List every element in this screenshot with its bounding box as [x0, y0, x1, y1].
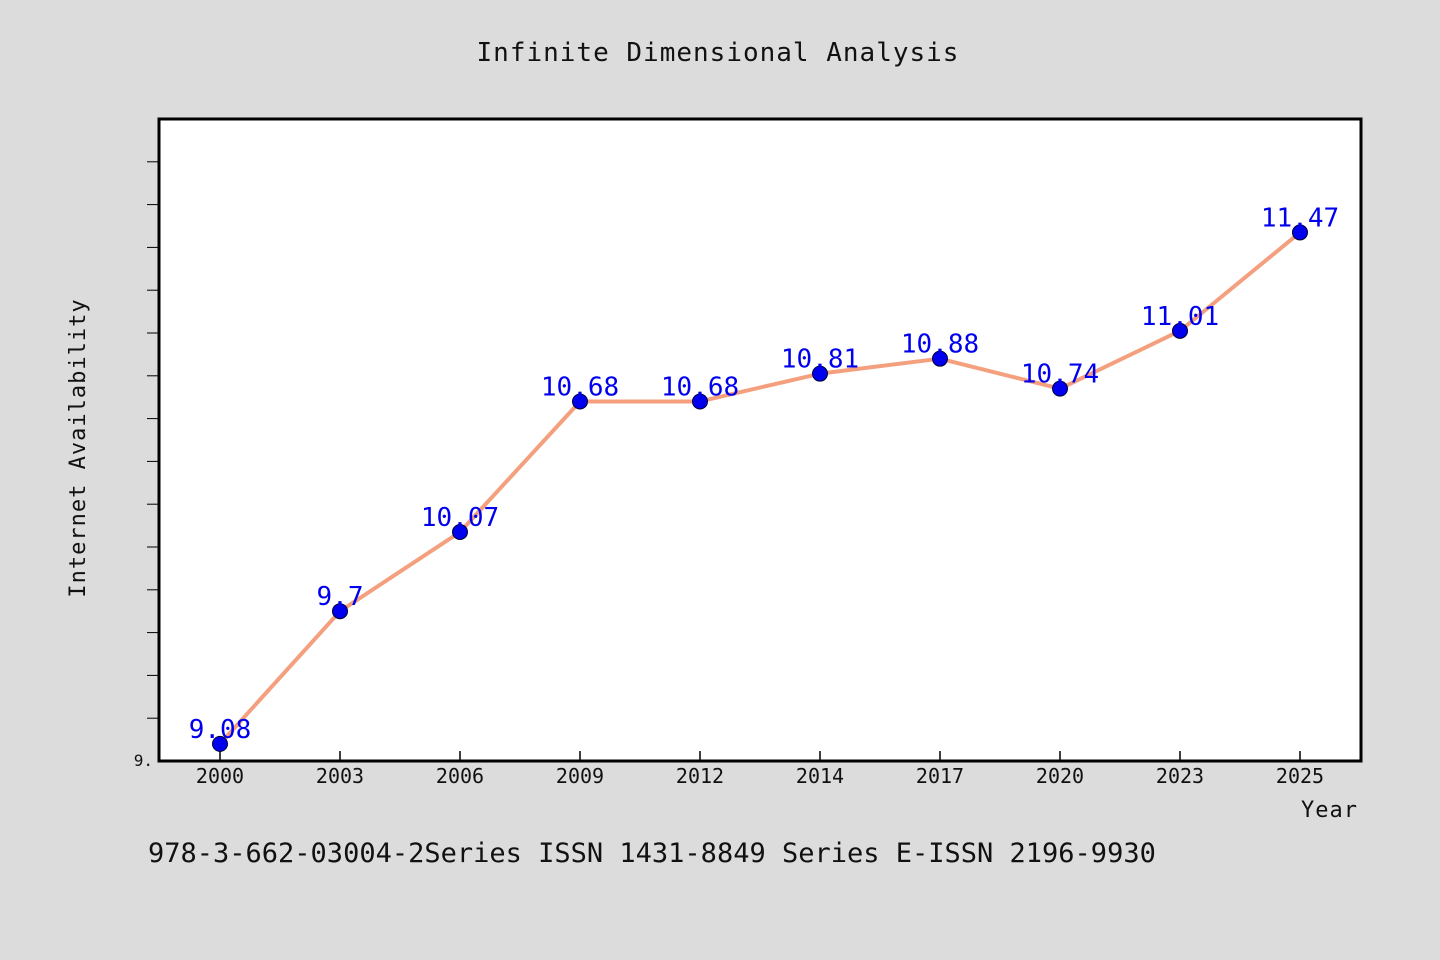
data-label: 9.08 — [189, 715, 252, 745]
series-line-group — [218, 230, 1302, 746]
data-label: 10.07 — [421, 503, 499, 533]
data-point — [452, 524, 468, 541]
footer-isbn-text: 978-3-662-03004-2Series ISSN 1431-8849 S… — [148, 838, 1156, 869]
data-point — [572, 393, 588, 410]
y-tick-label: 9. — [134, 751, 153, 770]
data-point — [1172, 322, 1188, 339]
data-label: 10.88 — [901, 330, 979, 360]
x-tick-label: 2020 — [1036, 764, 1084, 788]
chart-title: Infinite Dimensional Analysis — [477, 38, 960, 68]
data-label: 11.01 — [1141, 302, 1219, 332]
x-tick-label: 2012 — [676, 764, 724, 788]
plot-area — [157, 117, 1363, 763]
x-tick-label: 2003 — [316, 764, 364, 788]
series-line — [218, 230, 1302, 746]
data-label: 9.7 — [317, 582, 364, 612]
x-tick-label: 2014 — [796, 764, 844, 788]
data-points — [212, 224, 1308, 752]
x-tick-label: 2023 — [1156, 764, 1204, 788]
data-point — [1292, 224, 1308, 241]
data-point — [212, 735, 228, 752]
data-point — [332, 603, 348, 620]
data-label: 10.68 — [541, 372, 619, 402]
data-label: 10.74 — [1021, 360, 1099, 390]
data-label: 10.68 — [661, 372, 739, 402]
y-axis-ticks — [147, 161, 159, 719]
x-tick-label: 2000 — [196, 764, 244, 788]
data-point — [812, 365, 828, 382]
data-point — [692, 393, 708, 410]
x-tick-label: 2017 — [916, 764, 964, 788]
y-axis-title: Internet Availability — [66, 298, 91, 597]
data-labels: 9.08 9.7 10.07 10.68 10.68 10.81 10.88 10.74 11.… — [189, 203, 1339, 744]
data-label: 10.81 — [781, 345, 859, 375]
x-axis-ticks: 2000 2003 2006 2009 2012 2014 2017 2020 2023 2025 — [196, 751, 1324, 788]
x-tick-label: 2009 — [556, 764, 604, 788]
data-label: 11.47 — [1261, 203, 1339, 233]
data-point — [1052, 380, 1068, 397]
x-tick-label: 2006 — [436, 764, 484, 788]
x-axis-title: Year — [1301, 798, 1358, 823]
data-point — [932, 350, 948, 367]
x-tick-label: 2025 — [1276, 764, 1324, 788]
